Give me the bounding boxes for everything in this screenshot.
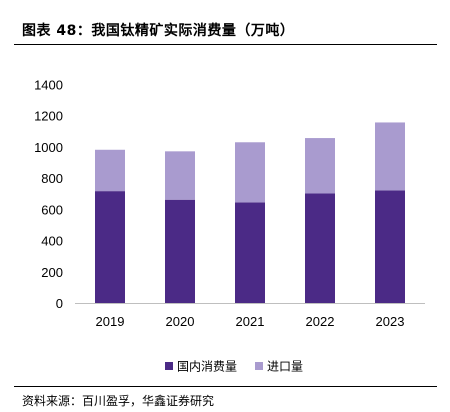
x-tick-label: 2022 xyxy=(306,314,335,329)
legend-swatch xyxy=(255,362,263,370)
bar-domestic xyxy=(165,199,195,304)
y-tick-label: 0 xyxy=(56,296,63,311)
y-tick-label: 1400 xyxy=(34,78,63,93)
bar-import xyxy=(235,142,265,203)
bar-domestic xyxy=(95,191,125,304)
x-tick-label: 2023 xyxy=(376,314,405,329)
x-tick-label: 2021 xyxy=(236,314,265,329)
x-tick-label: 2019 xyxy=(96,314,125,329)
legend: 国内消费量 进口量 xyxy=(165,360,303,374)
bar-domestic xyxy=(375,190,405,304)
y-tick-label: 400 xyxy=(41,234,63,249)
bar-import xyxy=(375,122,405,191)
bar-import xyxy=(305,138,335,194)
legend-label: 进口量 xyxy=(267,360,303,374)
x-axis: 2019 2020 2021 2022 2023 xyxy=(75,303,425,329)
y-tick-label: 200 xyxy=(41,265,63,280)
bar-import xyxy=(165,151,195,200)
legend-swatch xyxy=(165,362,173,370)
chart-title: 图表 48：我国钛精矿实际消费量（万吨） xyxy=(22,23,295,39)
bar-import xyxy=(95,149,125,192)
y-tick-label: 800 xyxy=(41,171,63,186)
title-rule xyxy=(14,44,437,45)
legend-label: 国内消费量 xyxy=(177,360,237,374)
y-tick-label: 1000 xyxy=(34,140,63,155)
x-tick-label: 2020 xyxy=(166,314,195,329)
bar-domestic xyxy=(235,202,265,304)
bar-domestic xyxy=(305,193,335,304)
bars xyxy=(95,122,405,304)
y-axis: 0 200 400 600 800 1000 1200 1400 xyxy=(34,78,63,312)
y-tick-label: 1200 xyxy=(34,109,63,124)
source-note: 资料来源：百川盈孚，华鑫证券研究 xyxy=(22,394,215,408)
y-tick-label: 600 xyxy=(41,202,63,217)
source-rule xyxy=(14,386,437,387)
